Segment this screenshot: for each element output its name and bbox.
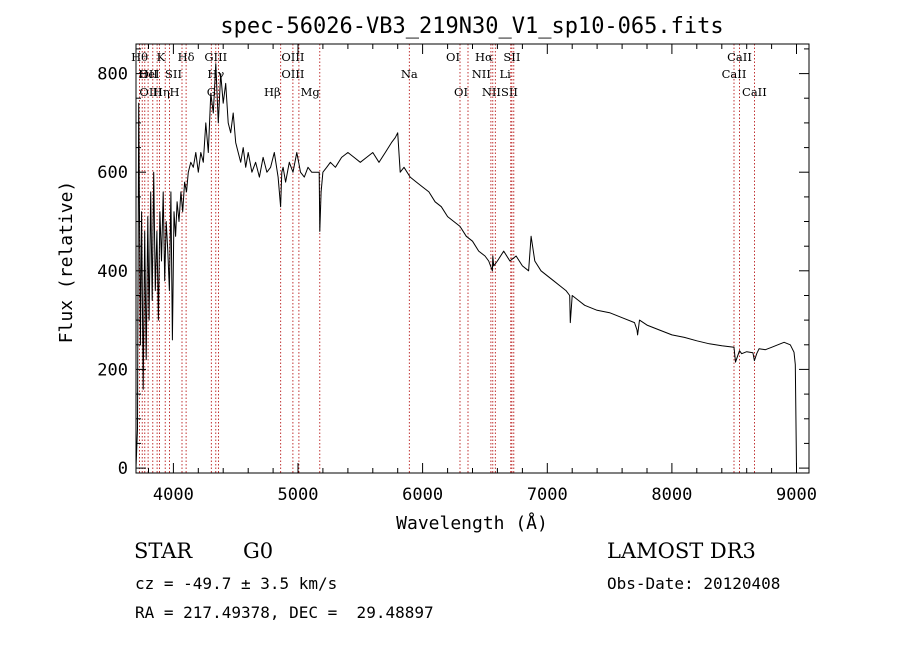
spectral-line-label: G [207, 85, 216, 99]
y-tick-label: 200 [97, 360, 128, 380]
spectral-line-label: OIII [281, 67, 304, 81]
spectral-line-label: CaII [742, 85, 767, 99]
spectral-line-label: Hβ [264, 85, 281, 99]
spectral-line-label: SII [165, 67, 182, 81]
spectral-line-label: OIII [139, 85, 162, 99]
survey-name: LAMOST DR3 [607, 539, 756, 563]
y-tick-label: 0 [118, 459, 128, 479]
spectral-line-label: Li [499, 67, 511, 81]
spectral-line-label: Mg [301, 85, 321, 99]
y-tick-label: 400 [97, 262, 128, 282]
spectral-line-markers [138, 44, 755, 473]
observation-date: Obs-Date: 20120408 [607, 574, 781, 593]
spectral-line-label: HeI [138, 67, 159, 81]
spectral-line-label: OII [139, 67, 158, 81]
y-tick-label: 600 [97, 163, 128, 183]
flux-series [135, 63, 797, 469]
spectral-line-label: NII [472, 67, 491, 81]
chart-title: spec-56026-VB3_219N30_V1_sp10-065.fits [220, 14, 723, 39]
x-tick-label: 8000 [651, 485, 692, 505]
spectral-line-label: Hθ [131, 50, 148, 64]
spectral-line-label: K [157, 50, 166, 64]
spectral-line-label: Hγ [207, 67, 224, 81]
spectral-line-label: Hα [475, 50, 493, 64]
x-tick-label: 9000 [776, 485, 817, 505]
spectral-line-label: Hδ [178, 50, 195, 64]
x-tick-label: 5000 [278, 485, 319, 505]
sky-coordinates: RA = 217.49378, DEC = 29.48897 [135, 603, 434, 622]
spectral-line-label: GIII [204, 50, 227, 64]
spectral-line-label: OIII [281, 50, 304, 64]
object-class: STAR [134, 539, 193, 563]
x-tick-label: 7000 [527, 485, 568, 505]
axis-ticks: 4000 5000 6000 7000 8000 9000 0 200 400 600 800 [97, 44, 817, 505]
spectral-line-label: NIISII [482, 85, 518, 99]
plot-frame [135, 43, 810, 474]
spectral-line-label: OI [454, 85, 468, 99]
spectral-line-label: H [170, 85, 180, 99]
spectral-line-label: Na [401, 67, 418, 81]
y-tick-label: 800 [97, 65, 128, 85]
spectral-line-label: SII [503, 50, 520, 64]
spectral-line-label: OI [446, 50, 460, 64]
x-tick-label: 6000 [402, 485, 443, 505]
x-tick-label: 4000 [153, 485, 194, 505]
spectral-line-label: CaII [727, 50, 752, 64]
flux-line [135, 63, 797, 469]
redshift-velocity: cz = -49.7 ± 3.5 km/s [135, 574, 338, 593]
spectral-line-label: Hη [153, 85, 170, 99]
x-axis-label: Wavelength (Å) [396, 512, 548, 534]
y-axis-label: Flux (relative) [56, 181, 77, 344]
object-subclass: G0 [243, 539, 274, 563]
spectral-line-label: CaII [722, 67, 747, 81]
